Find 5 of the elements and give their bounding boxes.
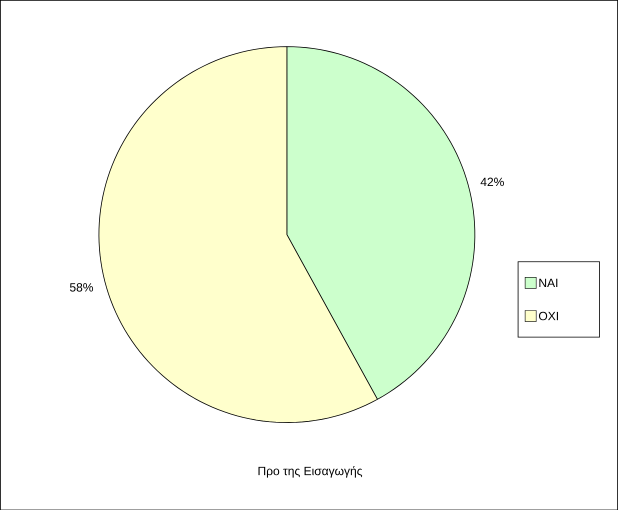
legend-label: ΝΑΙ [539, 278, 558, 287]
legend-label: ΟΧΙ [538, 312, 558, 320]
data-label: 58% [70, 282, 94, 292]
data-label: 42% [480, 177, 504, 186]
text: Προ της Εισαγωγής [258, 466, 362, 478]
